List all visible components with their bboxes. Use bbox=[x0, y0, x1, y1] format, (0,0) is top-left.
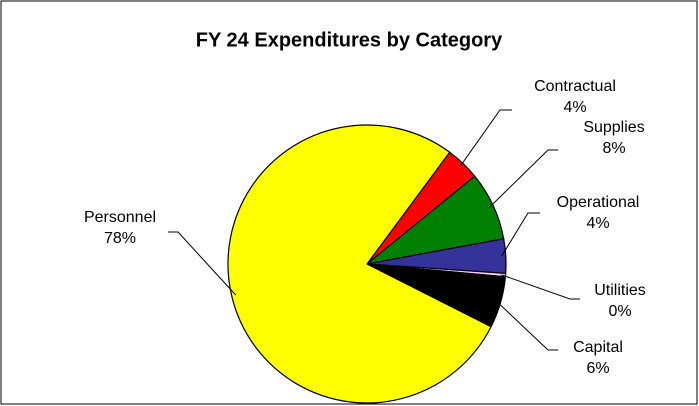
leader-line bbox=[496, 300, 558, 351]
leader-line bbox=[501, 212, 540, 257]
leader-line bbox=[501, 274, 580, 300]
slice-label: Utilities bbox=[594, 282, 646, 299]
slice-value-label: 4% bbox=[586, 215, 609, 232]
slice-label: Supplies bbox=[583, 119, 644, 136]
slice-value-label: 78% bbox=[104, 230, 136, 247]
slice-label: Contractual bbox=[534, 78, 616, 95]
slice-label: Operational bbox=[557, 194, 640, 211]
slice-label: Personnel bbox=[84, 209, 156, 226]
leader-line bbox=[459, 109, 512, 167]
slice-value-label: 0% bbox=[608, 303, 631, 320]
slice-value-label: 6% bbox=[586, 360, 609, 377]
leader-line bbox=[489, 149, 558, 208]
slice-value-label: 8% bbox=[602, 140, 625, 157]
slice-label: Capital bbox=[573, 339, 623, 356]
pie-slice bbox=[227, 124, 492, 404]
chart-title: FY 24 Expenditures by Category bbox=[196, 29, 503, 51]
slice-value-label: 4% bbox=[563, 99, 586, 116]
leader-line bbox=[168, 231, 237, 296]
